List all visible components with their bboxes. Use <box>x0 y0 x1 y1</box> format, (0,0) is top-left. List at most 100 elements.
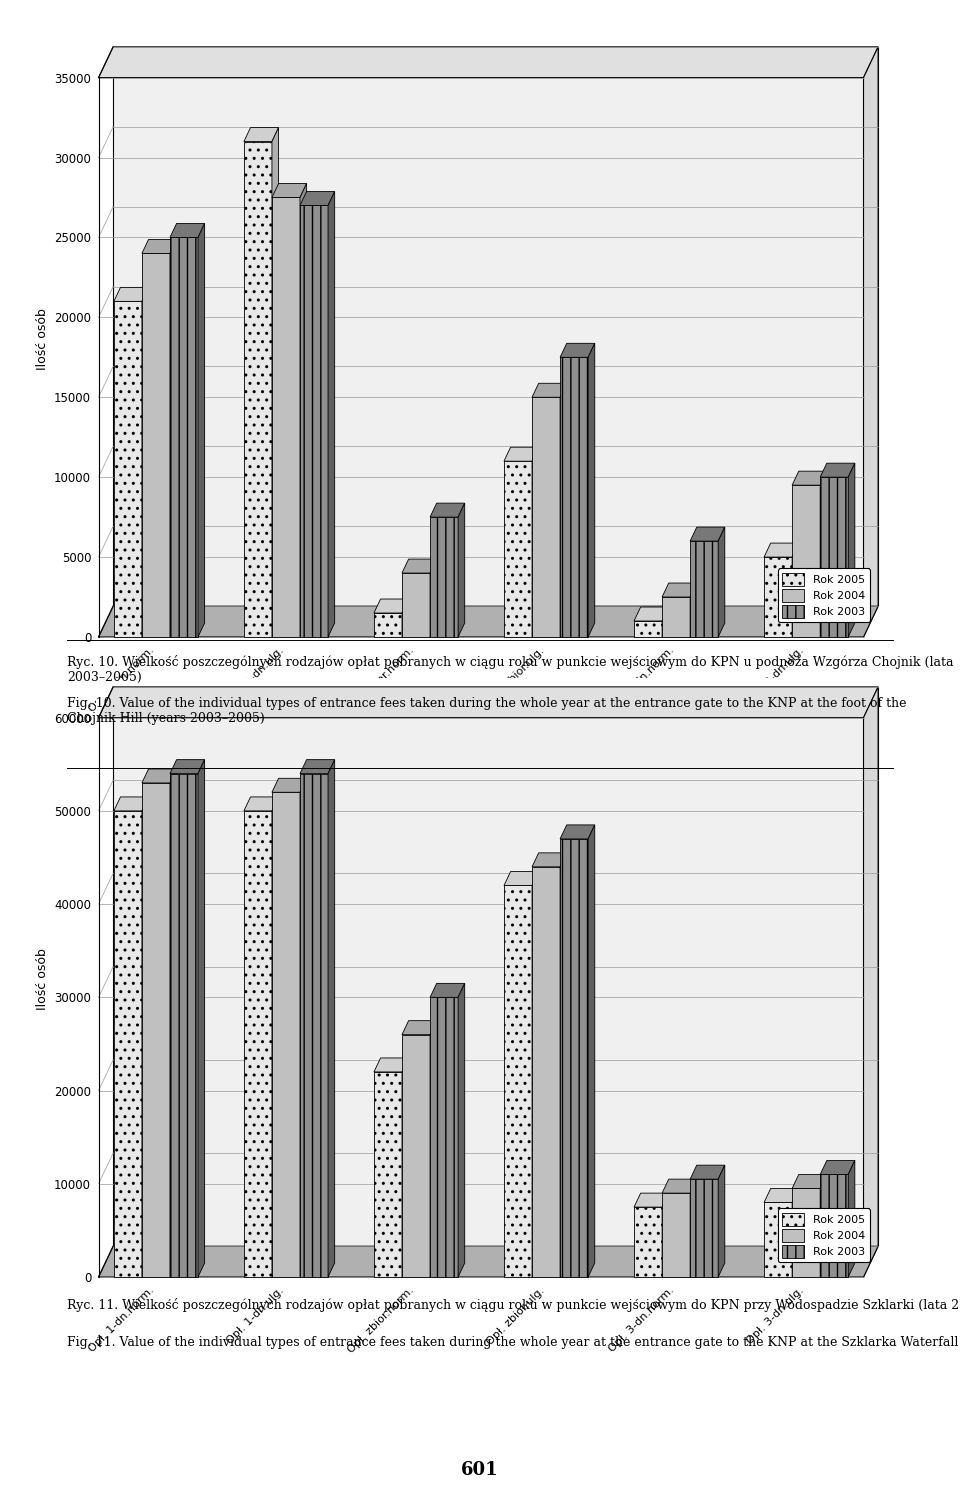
Polygon shape <box>170 759 204 774</box>
Polygon shape <box>560 343 595 357</box>
Polygon shape <box>863 47 878 637</box>
Polygon shape <box>113 47 878 607</box>
Polygon shape <box>588 343 595 637</box>
Polygon shape <box>690 1166 725 1179</box>
Polygon shape <box>588 825 595 1277</box>
Polygon shape <box>792 544 799 637</box>
Polygon shape <box>764 544 799 557</box>
Polygon shape <box>272 779 306 792</box>
Polygon shape <box>792 471 827 485</box>
Polygon shape <box>113 687 878 1247</box>
Polygon shape <box>244 128 278 142</box>
Polygon shape <box>300 184 306 637</box>
Polygon shape <box>532 852 566 867</box>
Polygon shape <box>662 596 690 637</box>
Polygon shape <box>662 1179 697 1193</box>
Polygon shape <box>170 223 204 238</box>
Polygon shape <box>792 485 820 637</box>
Polygon shape <box>430 559 437 637</box>
Polygon shape <box>430 517 458 637</box>
Text: 601: 601 <box>461 1461 499 1479</box>
Polygon shape <box>430 997 458 1277</box>
Polygon shape <box>328 191 335 637</box>
Polygon shape <box>142 239 177 253</box>
Polygon shape <box>114 301 142 637</box>
Polygon shape <box>560 852 566 1277</box>
Polygon shape <box>114 810 142 1277</box>
Polygon shape <box>300 205 328 637</box>
Polygon shape <box>532 872 539 1277</box>
Polygon shape <box>764 1188 799 1202</box>
Text: Ryc. 11. Wielkość poszczególnych rodzajów opłat pobranych w ciągu roku w punkcie: Ryc. 11. Wielkość poszczególnych rodzajó… <box>67 1298 960 1312</box>
Polygon shape <box>792 1188 820 1277</box>
Polygon shape <box>300 774 328 1277</box>
Polygon shape <box>244 797 278 810</box>
Polygon shape <box>142 797 149 1277</box>
Polygon shape <box>849 464 854 637</box>
Polygon shape <box>142 288 149 637</box>
Polygon shape <box>458 983 465 1277</box>
Polygon shape <box>820 471 827 637</box>
Polygon shape <box>820 464 854 477</box>
Polygon shape <box>374 613 402 637</box>
Polygon shape <box>764 1202 792 1277</box>
Polygon shape <box>430 983 465 997</box>
Polygon shape <box>820 1175 849 1277</box>
Polygon shape <box>170 238 198 637</box>
Polygon shape <box>820 1161 854 1175</box>
Polygon shape <box>272 197 300 637</box>
Polygon shape <box>402 1035 430 1277</box>
Polygon shape <box>402 574 430 637</box>
Legend: Rok 2005, Rok 2004, Rok 2003: Rok 2005, Rok 2004, Rok 2003 <box>778 1208 870 1262</box>
Polygon shape <box>328 759 335 1277</box>
Polygon shape <box>560 357 588 637</box>
Polygon shape <box>532 398 560 637</box>
Polygon shape <box>634 620 662 637</box>
Y-axis label: Ilość osób: Ilość osób <box>36 307 49 370</box>
Polygon shape <box>114 797 149 810</box>
Polygon shape <box>560 825 595 839</box>
Polygon shape <box>532 383 566 398</box>
Y-axis label: Ilość osób: Ilość osób <box>36 947 49 1011</box>
Polygon shape <box>718 527 725 637</box>
Polygon shape <box>272 184 306 197</box>
Polygon shape <box>170 770 177 1277</box>
Polygon shape <box>374 1057 409 1072</box>
Polygon shape <box>99 47 878 78</box>
Polygon shape <box>99 607 878 637</box>
Polygon shape <box>690 1179 697 1277</box>
Polygon shape <box>114 288 149 301</box>
Polygon shape <box>402 599 409 637</box>
Polygon shape <box>662 607 669 637</box>
Polygon shape <box>718 1166 725 1277</box>
Polygon shape <box>272 792 300 1277</box>
Polygon shape <box>272 128 278 637</box>
Polygon shape <box>244 142 272 637</box>
Polygon shape <box>820 477 849 637</box>
Polygon shape <box>458 503 465 637</box>
Polygon shape <box>662 1193 690 1277</box>
Polygon shape <box>402 1057 409 1277</box>
Polygon shape <box>142 253 170 637</box>
Polygon shape <box>300 191 335 205</box>
Polygon shape <box>99 687 878 718</box>
Polygon shape <box>504 872 539 886</box>
Polygon shape <box>532 447 539 637</box>
Text: Ryc. 10. Wielkość poszczególnych rodzajów opłat pobranych w ciągu roku w punkcie: Ryc. 10. Wielkość poszczególnych rodzajó… <box>67 655 953 684</box>
Polygon shape <box>560 839 588 1277</box>
Polygon shape <box>634 1208 662 1277</box>
Polygon shape <box>690 527 725 541</box>
Polygon shape <box>170 774 198 1277</box>
Polygon shape <box>430 1021 437 1277</box>
Polygon shape <box>849 1161 854 1277</box>
Polygon shape <box>504 461 532 637</box>
Polygon shape <box>198 223 204 637</box>
Polygon shape <box>662 583 697 596</box>
Polygon shape <box>430 503 465 517</box>
Polygon shape <box>374 599 409 613</box>
Polygon shape <box>300 779 306 1277</box>
Polygon shape <box>662 1193 669 1277</box>
Polygon shape <box>142 770 177 783</box>
Polygon shape <box>792 1175 827 1188</box>
Polygon shape <box>402 1021 437 1035</box>
